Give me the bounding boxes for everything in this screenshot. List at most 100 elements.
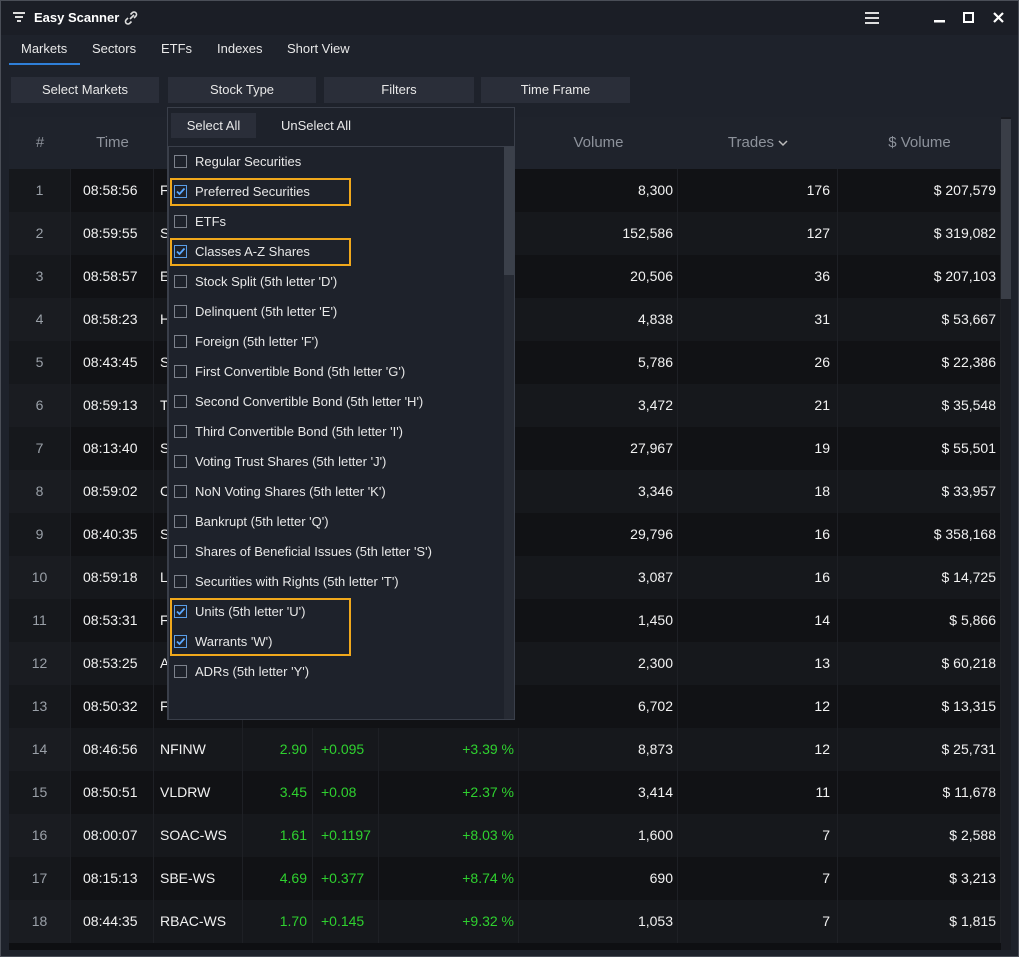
checkbox[interactable] [174,515,187,528]
minimize-button[interactable] [934,11,946,23]
option-label[interactable]: ETFs [195,214,227,229]
table-cell: +2.37 % [379,771,519,814]
option-label[interactable]: First Convertible Bond (5th letter 'G') [195,364,406,379]
option-label[interactable]: Regular Securities [195,154,302,169]
table-cell: 08:58:23 [71,298,154,341]
table-cell: 16 [678,513,838,556]
table-cell: 1.70 [243,900,313,943]
sort-icon [778,140,788,147]
table-cell: 29,796 [519,513,678,556]
toolbar-button[interactable]: Select Markets [11,77,159,103]
option-label[interactable]: Preferred Securities [195,184,310,199]
table-cell: 08:15:13 [71,857,154,900]
table-cell: 10 [9,556,71,599]
option-label[interactable]: ADRs (5th letter 'Y') [195,664,310,679]
checkbox[interactable] [174,395,187,408]
table-cell: 12 [678,728,838,771]
table-cell: +8.74 % [379,857,519,900]
active-tab-indicator [9,63,80,65]
select-all-button[interactable]: Select All [171,113,256,138]
checkbox[interactable] [174,425,187,438]
checkbox[interactable] [174,305,187,318]
column-header[interactable]: # [35,134,45,151]
table-cell: 16 [678,556,838,599]
unselect-all-button[interactable]: UnSelect All [280,118,352,133]
option-label[interactable]: Bankrupt (5th letter 'Q') [195,514,329,529]
table-cell: 08:58:57 [71,255,154,298]
table-cell: $ 5,866 [838,599,1001,642]
table-cell: +0.08 [313,771,379,814]
table-cell: 08:40:35 [71,513,154,556]
link-icon[interactable] [123,10,139,26]
checkbox[interactable] [174,215,187,228]
table-cell: 3,346 [519,470,678,513]
option-label[interactable]: Delinquent (5th letter 'E') [195,304,338,319]
option-label[interactable]: Foreign (5th letter 'F') [195,334,319,349]
option-label[interactable]: Stock Split (5th letter 'D') [195,274,338,289]
table-cell: 08:43:45 [71,341,154,384]
checkbox[interactable] [174,275,187,288]
table-cell: +8.03 % [379,814,519,857]
option-label[interactable]: Classes A-Z Shares [195,244,310,259]
table-cell: 14 [9,728,71,771]
table-cell: $ 35,548 [838,384,1001,427]
toolbar-button[interactable]: Time Frame [481,77,630,103]
window-title: Easy Scanner [34,10,120,25]
table-cell: SOAC-WS [154,814,243,857]
table-cell: 3,087 [519,556,678,599]
maximize-button[interactable] [963,12,975,24]
toolbar-button[interactable]: Filters [324,77,474,103]
table-cell: 12 [678,685,838,728]
tab[interactable]: Indexes [217,41,263,56]
scrollbar-thumb[interactable] [1001,119,1011,299]
tab[interactable]: Sectors [92,41,137,56]
checkbox[interactable] [174,485,187,498]
checkbox[interactable] [174,545,187,558]
column-header[interactable]: Trades [678,117,838,169]
checkbox[interactable] [174,605,187,618]
table-cell: $ 207,579 [838,169,1001,212]
table-cell: 5,786 [519,341,678,384]
scrollbar-thumb[interactable] [504,147,514,275]
table-cell: 08:46:56 [71,728,154,771]
table-row [9,771,1001,814]
column-header[interactable]: $ Volume [888,134,951,151]
checkbox[interactable] [174,455,187,468]
checkbox[interactable] [174,245,187,258]
checkbox[interactable] [174,575,187,588]
option-label[interactable]: Securities with Rights (5th letter 'T') [195,574,399,589]
menu-button[interactable] [865,12,879,24]
column-header[interactable]: Time [96,134,129,151]
filter-icon [13,12,25,22]
toolbar-button[interactable]: Stock Type [168,77,316,103]
table-cell: 176 [678,169,838,212]
tab[interactable]: Markets [21,41,68,56]
checkbox[interactable] [174,365,187,378]
checkbox[interactable] [174,335,187,348]
option-label[interactable]: NoN Voting Shares (5th letter 'K') [195,484,386,499]
option-label[interactable]: Second Convertible Bond (5th letter 'H') [195,394,424,409]
checkbox[interactable] [174,635,187,648]
close-button[interactable] [993,12,1005,24]
checkbox[interactable] [174,665,187,678]
checkbox[interactable] [174,185,187,198]
option-label[interactable]: Third Convertible Bond (5th letter 'I') [195,424,403,439]
tab[interactable]: ETFs [161,41,193,56]
tab[interactable]: Short View [287,41,350,56]
table-cell: 152,586 [519,212,678,255]
option-label[interactable]: Units (5th letter 'U') [195,604,306,619]
table-cell: 127 [678,212,838,255]
table-cell: $ 53,667 [838,298,1001,341]
option-label[interactable]: Shares of Beneficial Issues (5th letter … [195,544,432,559]
option-label[interactable]: Warrants 'W') [195,634,273,649]
table-cell: 7 [678,857,838,900]
option-label[interactable]: Voting Trust Shares (5th letter 'J') [195,454,387,469]
column-header[interactable]: Volume [573,134,624,151]
table-row [9,814,1001,857]
checkbox[interactable] [174,155,187,168]
table-cell: 31 [678,298,838,341]
table-cell: 13 [9,685,71,728]
table-cell: 08:44:35 [71,900,154,943]
table-cell: 3 [9,255,71,298]
